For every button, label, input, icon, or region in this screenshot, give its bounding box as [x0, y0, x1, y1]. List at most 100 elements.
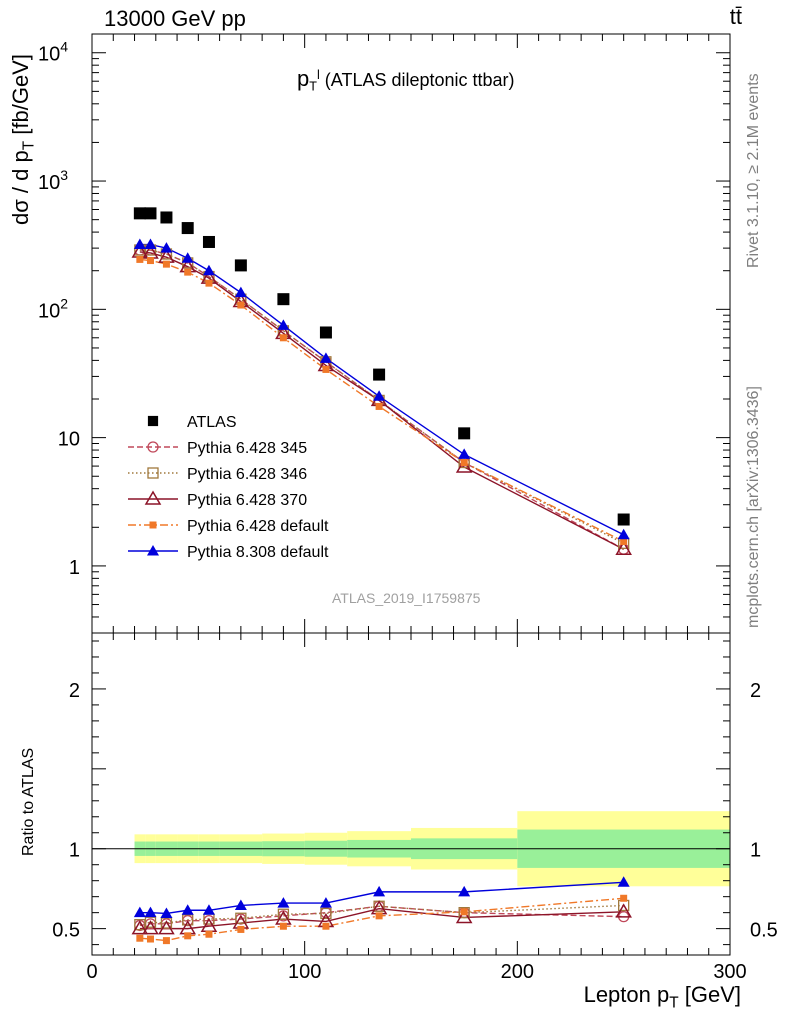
- ratio-point: [160, 907, 173, 918]
- mc-point: [160, 242, 173, 253]
- ratio-series-line: [139, 904, 624, 926]
- mc-point: [133, 238, 146, 250]
- axis-tick-labels: 0 100 200 300 1 10 102 103 104 0.5 0.5 1 1 2 2: [38, 39, 778, 983]
- data-point: [277, 293, 290, 306]
- header-process: 13000 GeV pp: [104, 6, 246, 31]
- legend-marker: [147, 545, 159, 556]
- ratio-point: [144, 916, 157, 928]
- x-axis-label: Lepton pT [GeV]: [584, 982, 741, 1012]
- ratio-point: [181, 904, 194, 915]
- ratio-point: [620, 894, 628, 902]
- y-axis-label-main-unit: [fb/GeV]: [8, 54, 33, 135]
- plot-title: pTl (ATLAS dileptonic ttbar): [297, 66, 515, 94]
- ratio-point: [234, 899, 247, 910]
- y-tick-label: 1: [69, 557, 80, 579]
- x-tick-label: 200: [501, 961, 534, 983]
- ratio-point: [202, 904, 215, 915]
- legend-label: Pythia 6.428 345: [187, 440, 307, 457]
- data-point: [133, 207, 146, 220]
- data-point: [373, 368, 386, 381]
- ratio-point: [235, 912, 247, 924]
- ratio-point: [375, 912, 383, 920]
- mc-point: [617, 528, 630, 540]
- y-tick-label: 10: [58, 429, 80, 451]
- ratio-point: [455, 908, 473, 924]
- ratio-point: [373, 885, 386, 897]
- x-axis-label-sub: T: [669, 994, 679, 1012]
- ratio-point: [458, 885, 471, 897]
- ratio-point: [277, 908, 290, 920]
- mc-point: [202, 264, 215, 276]
- ratio-uncertainty-bands: [92, 811, 730, 887]
- mc-point: [620, 538, 628, 546]
- y-tick-label: 103: [38, 167, 68, 194]
- ratio-point: [277, 897, 290, 908]
- axis-ticks: [91, 34, 731, 955]
- ratio-point: [160, 917, 173, 929]
- legend-label: Pythia 6.428 346: [187, 466, 307, 483]
- legend-marker: [147, 415, 159, 427]
- ratio-y-tick-label: 0.5: [52, 920, 80, 942]
- series-markers: [131, 207, 632, 945]
- analysis-id: ATLAS_2019_I1759875: [332, 590, 481, 606]
- plot-title-sub: T: [309, 79, 317, 94]
- y-axis-label-main-text: dσ / d p: [8, 150, 33, 225]
- data-point: [181, 222, 194, 235]
- mc-point: [373, 390, 386, 401]
- mc-point: [279, 334, 287, 342]
- ratio-point: [322, 922, 330, 930]
- ratio-y-tick-label-right: 1: [750, 840, 761, 862]
- y-axis-label-main-sub: T: [20, 140, 38, 151]
- ratio-point: [319, 897, 332, 908]
- data-point: [458, 427, 471, 440]
- ratio-point: [184, 932, 192, 940]
- mc-point: [460, 458, 468, 466]
- x-tick-label: 300: [713, 961, 746, 983]
- ratio-point: [617, 876, 630, 887]
- plot-title-var: p: [297, 66, 310, 91]
- y-tick-label-exp: 3: [60, 167, 68, 183]
- mc-point: [455, 458, 473, 473]
- data-point: [319, 326, 332, 339]
- x-axis-label-unit: [GeV]: [684, 982, 741, 1007]
- mc-point: [144, 238, 157, 250]
- ratio-y-tick-label-right: 0.5: [750, 920, 778, 942]
- x-tick-label: 100: [288, 961, 321, 983]
- plot-title-sup: l: [316, 68, 320, 82]
- legend-marker: [144, 490, 162, 505]
- mc-point: [181, 252, 194, 263]
- legend-label: ATLAS: [187, 414, 237, 431]
- ratio-point: [136, 934, 144, 942]
- mc-point: [458, 448, 471, 459]
- plot-title-desc: (ATLAS dileptonic ttbar): [324, 70, 515, 90]
- header-final-state: tt̄: [729, 4, 742, 29]
- ratio-point: [158, 920, 175, 935]
- y-tick-label: 102: [38, 295, 68, 322]
- y-axis-label-ratio: Ratio to ATLAS: [20, 747, 37, 856]
- mc-point: [136, 255, 144, 263]
- ratio-point: [237, 925, 245, 933]
- ratio-point: [205, 930, 213, 938]
- y-tick-label-exp: 2: [60, 295, 68, 311]
- data-point: [202, 235, 215, 248]
- ratio-point: [133, 906, 146, 918]
- ratio-point: [615, 903, 632, 918]
- rivet-version-label: Rivet 3.1.10, ≥ 2.1M events: [745, 73, 762, 268]
- main-series-line: [139, 249, 624, 544]
- mc-point: [162, 260, 170, 268]
- legend-label: Pythia 6.428 370: [187, 492, 307, 509]
- mc-point: [184, 268, 192, 276]
- ratio-point: [162, 937, 170, 945]
- mc-point: [319, 352, 332, 363]
- ratio-y-tick-label: 2: [69, 680, 80, 702]
- ratio-y-tick-label: 1: [69, 840, 80, 862]
- legend-marker: [147, 467, 159, 479]
- legend-marker: [149, 521, 157, 529]
- data-point: [617, 513, 630, 526]
- y-axis-label-main: dσ / d pT [fb/GeV]: [8, 54, 38, 225]
- mc-point: [205, 279, 213, 287]
- mc-point: [375, 402, 383, 410]
- y-tick-label-exp: 4: [60, 39, 68, 55]
- mc-point: [277, 319, 290, 330]
